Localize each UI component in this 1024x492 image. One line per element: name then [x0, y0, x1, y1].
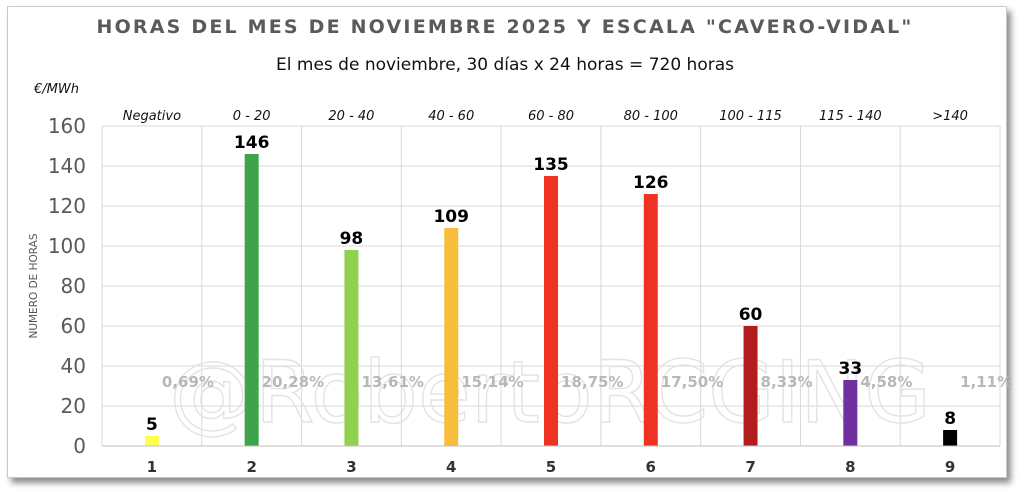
- bar: [643, 194, 658, 446]
- bar: [943, 430, 958, 446]
- y-tick-label: 40: [61, 354, 86, 378]
- range-label: Negativo: [123, 109, 181, 124]
- x-tick-label: 4: [446, 458, 456, 476]
- y-tick-label: 0: [73, 434, 86, 458]
- x-tick-label: 9: [945, 458, 955, 476]
- percentage-label: 8,33%: [761, 373, 813, 391]
- percentage-label: 4,58%: [860, 373, 912, 391]
- unit-label: €/MWh: [34, 82, 79, 97]
- bar-value-label: 109: [433, 207, 469, 227]
- range-label: 60 - 80: [528, 109, 574, 124]
- chart-title: HORAS DEL MES DE NOVIEMBRE 2025 Y ESCALA…: [96, 16, 914, 38]
- bar: [843, 380, 858, 446]
- bar-value-label: 98: [340, 229, 364, 249]
- y-tick-label: 100: [48, 234, 86, 258]
- bar-value-label: 146: [234, 133, 270, 153]
- x-tick-label: 3: [346, 458, 356, 476]
- percentage-label: 20,28%: [262, 373, 324, 391]
- bar-value-label: 135: [533, 155, 569, 175]
- bar: [544, 176, 558, 446]
- bar: [144, 436, 159, 446]
- bar: [444, 228, 459, 446]
- percentage-label: 17,50%: [661, 373, 723, 391]
- bar: [743, 326, 758, 446]
- y-tick-label: 140: [48, 154, 86, 178]
- x-tick-label: 6: [646, 458, 656, 476]
- y-tick-label: 60: [61, 314, 86, 338]
- x-tick-label: 1: [147, 458, 157, 476]
- chart-subtitle: El mes de noviembre, 30 días x 24 horas …: [276, 55, 734, 75]
- x-tick-label: 5: [546, 458, 556, 476]
- percentage-label: 15,14%: [461, 373, 523, 391]
- range-label: 100 - 115: [719, 109, 782, 124]
- bar: [244, 154, 259, 446]
- range-label: 0 - 20: [233, 109, 271, 124]
- y-tick-label: 120: [48, 194, 86, 218]
- y-tick-label: 160: [48, 114, 86, 138]
- bar-value-label: 5: [146, 415, 158, 435]
- bar-value-label: 8: [944, 409, 956, 429]
- percentage-label: 18,75%: [561, 373, 623, 391]
- percentage-label: 0,69%: [162, 373, 214, 391]
- range-label: >140: [932, 109, 968, 124]
- range-label: 20 - 40: [328, 109, 374, 124]
- x-tick-label: 2: [246, 458, 256, 476]
- y-tick-label: 80: [61, 274, 86, 298]
- bar-value-label: 33: [838, 359, 862, 379]
- range-label: 40 - 60: [428, 109, 474, 124]
- y-tick-label: 20: [61, 394, 86, 418]
- x-tick-label: 8: [845, 458, 855, 476]
- bar-value-label: 60: [739, 305, 763, 325]
- bar: [344, 250, 359, 446]
- range-label: 115 - 140: [819, 109, 882, 124]
- x-tick-label: 7: [745, 458, 755, 476]
- percentage-label: 1,11%: [960, 373, 1012, 391]
- percentage-label: 13,61%: [361, 373, 423, 391]
- chart-frame: [7, 6, 1007, 478]
- range-label: 80 - 100: [624, 109, 678, 124]
- bar-value-label: 126: [633, 173, 669, 193]
